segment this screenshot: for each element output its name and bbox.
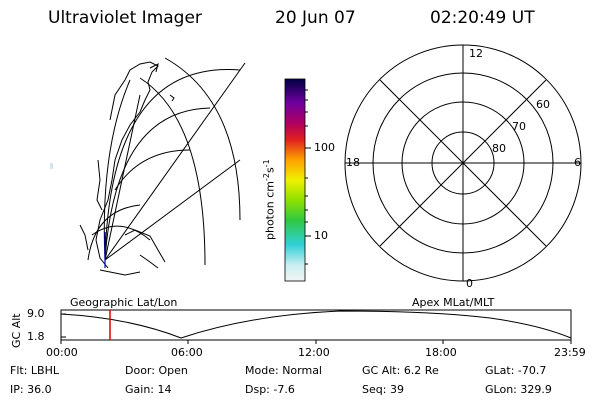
altitude-xtick: 12:00: [298, 346, 330, 359]
status-filter: Flt: LBHL: [10, 364, 59, 377]
header-time: 02:20:49 UT: [430, 8, 535, 28]
map-artifact: [50, 163, 53, 169]
status-glat: GLat: -70.7: [485, 364, 547, 377]
colorbar-tick-10: 10: [314, 229, 328, 242]
mlat-label-70: 70: [512, 120, 526, 133]
mlat-label-60: 60: [536, 98, 550, 111]
mlt-label-0: 0: [466, 277, 473, 290]
status-glon: GLon: 329.9: [485, 383, 552, 396]
altitude-xtick: 23:59: [554, 346, 586, 359]
colorbar-tick-100: 100: [314, 141, 335, 154]
altitude-ytick-min: 1.8: [27, 330, 45, 343]
colorbar-ticks: [305, 89, 311, 265]
altitude-ytick-max: 9.0: [27, 307, 45, 320]
altitude-xtick: 18:00: [425, 346, 457, 359]
geographic-panel-title: Geographic Lat/Lon: [70, 296, 178, 309]
apex-panel-title: Apex MLat/MLT: [412, 296, 495, 309]
app-title: Ultraviolet Imager: [48, 8, 202, 28]
status-mode: Mode: Normal: [245, 364, 322, 377]
header-date: 20 Jun 07: [275, 8, 356, 28]
polar-plot: [344, 44, 582, 282]
status-dsp: Dsp: -7.6: [245, 383, 295, 396]
altitude-xtick: 06:00: [171, 346, 203, 359]
altitude-plot: [60, 309, 572, 344]
mlat-label-80: 80: [492, 142, 506, 155]
status-door: Door: Open: [125, 364, 188, 377]
altitude-ylabel: GC Alt: [10, 313, 23, 348]
colorbar: [284, 78, 306, 282]
mlt-label-12: 12: [469, 47, 483, 60]
colorbar-unit-label: photon cm-2s-1: [262, 159, 277, 240]
status-gain: Gain: 14: [125, 383, 172, 396]
status-ip: IP: 36.0: [10, 383, 52, 396]
geographic-map: [79, 57, 246, 276]
altitude-xtick: 00:00: [46, 346, 78, 359]
status-seq: Seq: 39: [362, 383, 404, 396]
status-gc-alt: GC Alt: 6.2 Re: [362, 364, 439, 377]
mlt-label-18: 18: [346, 156, 360, 169]
mlt-label-6: 6: [574, 156, 581, 169]
